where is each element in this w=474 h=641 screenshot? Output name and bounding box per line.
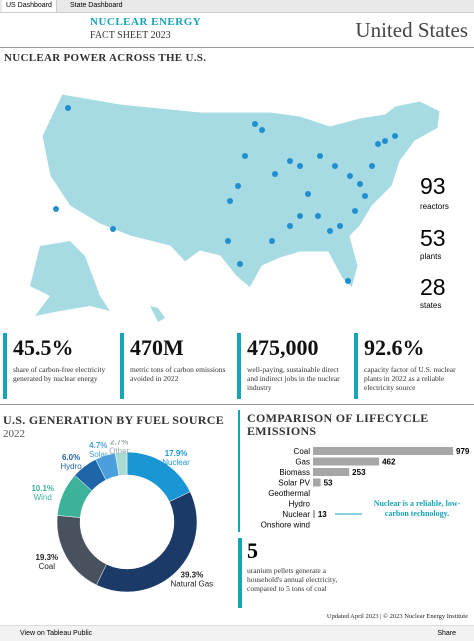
title: NUCLEAR ENERGY <box>90 16 202 28</box>
bar-category: Gas <box>295 458 310 467</box>
alaska <box>30 241 110 316</box>
slice-label: Hydro <box>60 462 82 471</box>
bar-value: 462 <box>382 458 396 467</box>
stat-label: plants <box>420 252 441 261</box>
accent <box>354 333 358 399</box>
kpi-card: 470M metric tons of carbon emissions avoi… <box>120 333 232 399</box>
bar <box>313 447 453 455</box>
slice-label: Nuclear <box>162 458 190 467</box>
kpi-label: capacity factor of U.S. nuclear plants i… <box>364 365 456 392</box>
slice-value: 19.3% <box>35 553 58 562</box>
plant-markers <box>53 105 398 284</box>
kpi-label: metric tons of carbon emissions avoided … <box>130 365 226 383</box>
bar-category: Onshore wind <box>261 521 310 530</box>
donut-chart: 17.9%Nuclear 39.3%Natural Gas 19.3%Coal 10.… <box>31 440 214 593</box>
hawaii <box>150 306 165 322</box>
kpi-value: 470M <box>130 335 184 360</box>
section-title: COMPARISON OF LIFECYCLE EMISSIONS <box>247 411 429 438</box>
stat-value: 28 <box>420 274 446 300</box>
tableau-link[interactable]: View on Tableau Public <box>20 630 93 637</box>
bar-category: Coal <box>294 447 311 456</box>
annotation: Nuclear is a reliable, low-carbon techno… <box>373 499 461 518</box>
share-button[interactable]: Share <box>437 630 456 637</box>
slice-value: 2.7% <box>110 440 128 446</box>
bar-chart: Coal 979 Gas 462 Biomass 253 Solar PV 53 Geother… <box>261 447 470 530</box>
donut-slice <box>114 451 128 476</box>
slice-label: Other <box>109 446 129 455</box>
kpi-card: 475,000 well-paying, sustainable direct a… <box>237 333 349 399</box>
bar <box>313 457 380 466</box>
slice-value: 4.7% <box>89 441 107 450</box>
bar <box>313 468 350 476</box>
accent <box>3 333 7 399</box>
stat-value: 53 <box>420 225 446 251</box>
bar-category: Geothermal <box>268 489 310 498</box>
bar-category: Hydro <box>289 500 311 509</box>
section-title: U.S. GENERATION BY FUEL SOURCE <box>3 413 225 427</box>
bar-category: Nuclear <box>282 510 310 519</box>
toolbar: View on Tableau Public Share <box>0 625 474 641</box>
bar <box>313 510 315 518</box>
bar-value: 253 <box>352 468 366 477</box>
slice-label: Natural Gas <box>171 579 214 588</box>
tab-bar: US Dashboard State Dashboard <box>0 0 474 13</box>
subtitle: FACT SHEET 2023 <box>90 30 171 41</box>
donut-slice <box>56 515 107 586</box>
slice-label: Coal <box>39 562 56 571</box>
stat-value: 93 <box>420 173 446 199</box>
kpi-value: 92.6% <box>364 335 425 360</box>
accent <box>238 410 240 532</box>
accent <box>238 538 242 608</box>
uranium-value: 5 <box>247 538 258 563</box>
us-mainland <box>41 93 441 289</box>
rule <box>0 47 474 48</box>
slice-value: 39.3% <box>181 570 204 579</box>
tab[interactable]: State Dashboard <box>70 2 123 9</box>
slice-label: Solar <box>89 450 108 459</box>
kpi-value: 475,000 <box>247 335 319 360</box>
kpi-label: share of carbon-free electricity generat… <box>13 365 106 383</box>
accent <box>120 333 124 399</box>
slice-value: 17.9% <box>165 449 188 458</box>
slice-value: 10.1% <box>31 484 54 493</box>
stat-label: reactors <box>420 202 449 211</box>
accent <box>237 333 241 399</box>
kpi-value: 45.5% <box>13 335 74 360</box>
bar-value: 13 <box>318 510 327 519</box>
bar-value: 53 <box>324 479 333 488</box>
bar-category: Biomass <box>279 468 310 477</box>
kpi-card: 45.5% share of carbon-free electricity ge… <box>3 333 115 399</box>
slice-value: 6.0% <box>62 453 80 462</box>
uranium-label: uranium pellets generate a household's a… <box>247 566 338 593</box>
footer: Updated April 2023 | © 2023 Nuclear Ener… <box>326 613 468 620</box>
tab[interactable]: US Dashboard <box>2 0 57 12</box>
bar-value: 979 <box>456 447 470 456</box>
region: United States <box>355 18 468 42</box>
map-stats: 93 reactors 53 plants 28 states <box>420 173 449 310</box>
stat-label: states <box>420 301 441 310</box>
kpi-card: 92.6% capacity factor of U.S. nuclear pla… <box>354 333 466 399</box>
slice-label: Wind <box>34 493 52 502</box>
bar <box>313 478 321 487</box>
bar-category: Solar PV <box>278 479 310 488</box>
kpi-label: well-paying, sustainable direct and indi… <box>247 365 340 392</box>
section-subtitle: 2022 <box>3 428 25 440</box>
map: 93 reactors 53 plants 28 states <box>30 93 449 322</box>
section-title: NUCLEAR POWER ACROSS THE U.S. <box>4 52 207 64</box>
rule <box>0 404 474 405</box>
